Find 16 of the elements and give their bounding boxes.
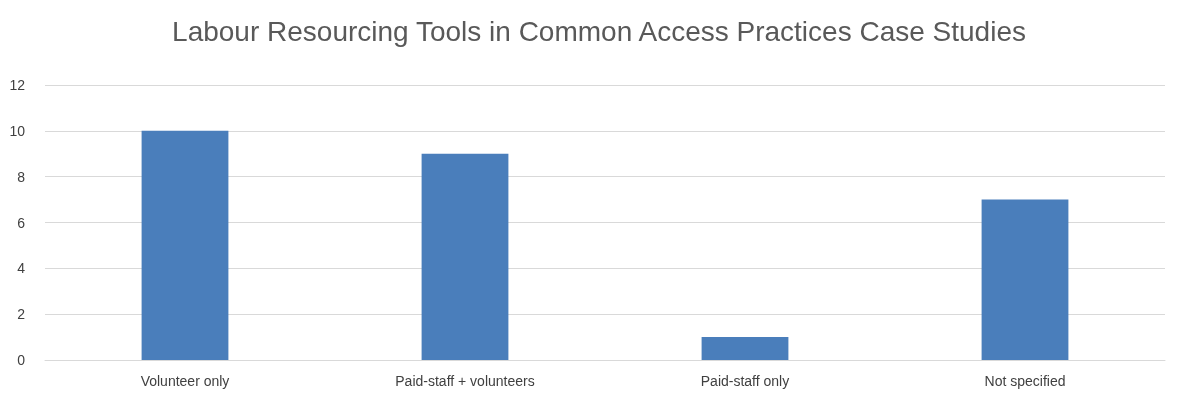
x-tick-label: Paid-staff only: [700, 373, 790, 389]
y-tick-label: 0: [17, 352, 26, 368]
bar: [421, 153, 509, 360]
x-tick-label: Paid-staff + volunteers: [395, 373, 535, 389]
y-tick-label: 4: [17, 260, 26, 277]
y-tick-label: 10: [9, 122, 26, 139]
bar: [981, 199, 1069, 360]
x-tick-label: Volunteer only: [140, 373, 230, 389]
y-tick-label: 2: [17, 306, 26, 323]
bar: [141, 130, 229, 360]
y-tick-label: 12: [9, 77, 26, 93]
y-tick-label: 6: [17, 214, 26, 231]
y-tick-label: 8: [17, 168, 26, 185]
x-tick-label: Not specified: [984, 373, 1066, 389]
chart-title: Labour Resourcing Tools in Common Access Practices Case Studies: [172, 15, 1026, 47]
bar: [701, 337, 789, 360]
